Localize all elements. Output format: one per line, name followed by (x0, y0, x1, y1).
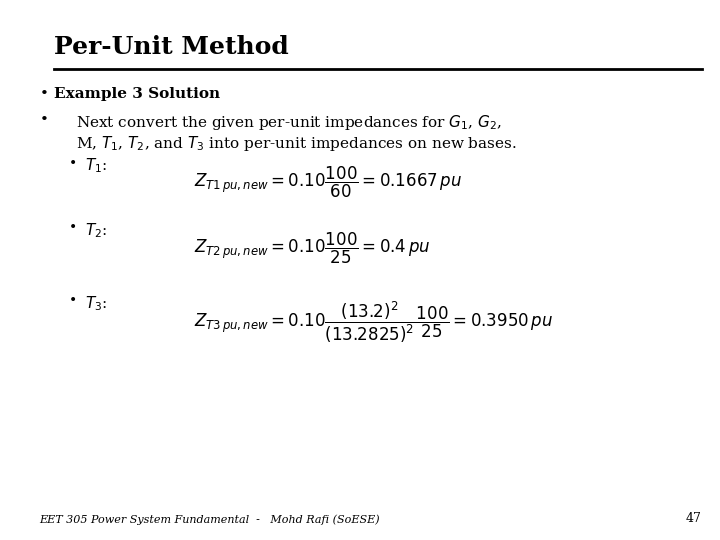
Text: •: • (68, 157, 76, 171)
Text: $Z_{T2\,pu,new} = 0.10\dfrac{100}{25} = 0.4\,\mathbf{\mathit{pu}}$: $Z_{T2\,pu,new} = 0.10\dfrac{100}{25} = … (194, 231, 431, 266)
Text: $T_1$:: $T_1$: (85, 157, 107, 176)
Text: •: • (68, 294, 76, 308)
Text: Example 3 Solution: Example 3 Solution (54, 87, 220, 102)
Text: Per-Unit Method: Per-Unit Method (54, 35, 289, 59)
Text: •: • (68, 221, 76, 235)
Text: •: • (40, 87, 48, 102)
Text: EET 305 Power System Fundamental  -   Mohd Rafi (SoESE): EET 305 Power System Fundamental - Mohd … (40, 514, 380, 525)
Text: $T_3$:: $T_3$: (85, 294, 107, 313)
Text: $T_2$:: $T_2$: (85, 221, 107, 240)
Text: •: • (40, 113, 48, 127)
Text: Next convert the given per-unit impedances for $G_1$, $G_2$,: Next convert the given per-unit impedanc… (76, 113, 502, 132)
Text: $Z_{T3\,pu,new} = 0.10\dfrac{(13.2)^2}{(13.2825)^2}\dfrac{100}{25} = 0.3950\,\ma: $Z_{T3\,pu,new} = 0.10\dfrac{(13.2)^2}{(… (194, 300, 554, 345)
Text: 47: 47 (686, 512, 702, 525)
Text: M, $T_1$, $T_2$, and $T_3$ into per-unit impedances on new bases.: M, $T_1$, $T_2$, and $T_3$ into per-unit… (76, 134, 516, 153)
Text: $Z_{T1\,pu,new} = 0.10\dfrac{100}{60} = 0.1667\,\mathbf{\mathit{pu}}$: $Z_{T1\,pu,new} = 0.10\dfrac{100}{60} = … (194, 165, 463, 200)
